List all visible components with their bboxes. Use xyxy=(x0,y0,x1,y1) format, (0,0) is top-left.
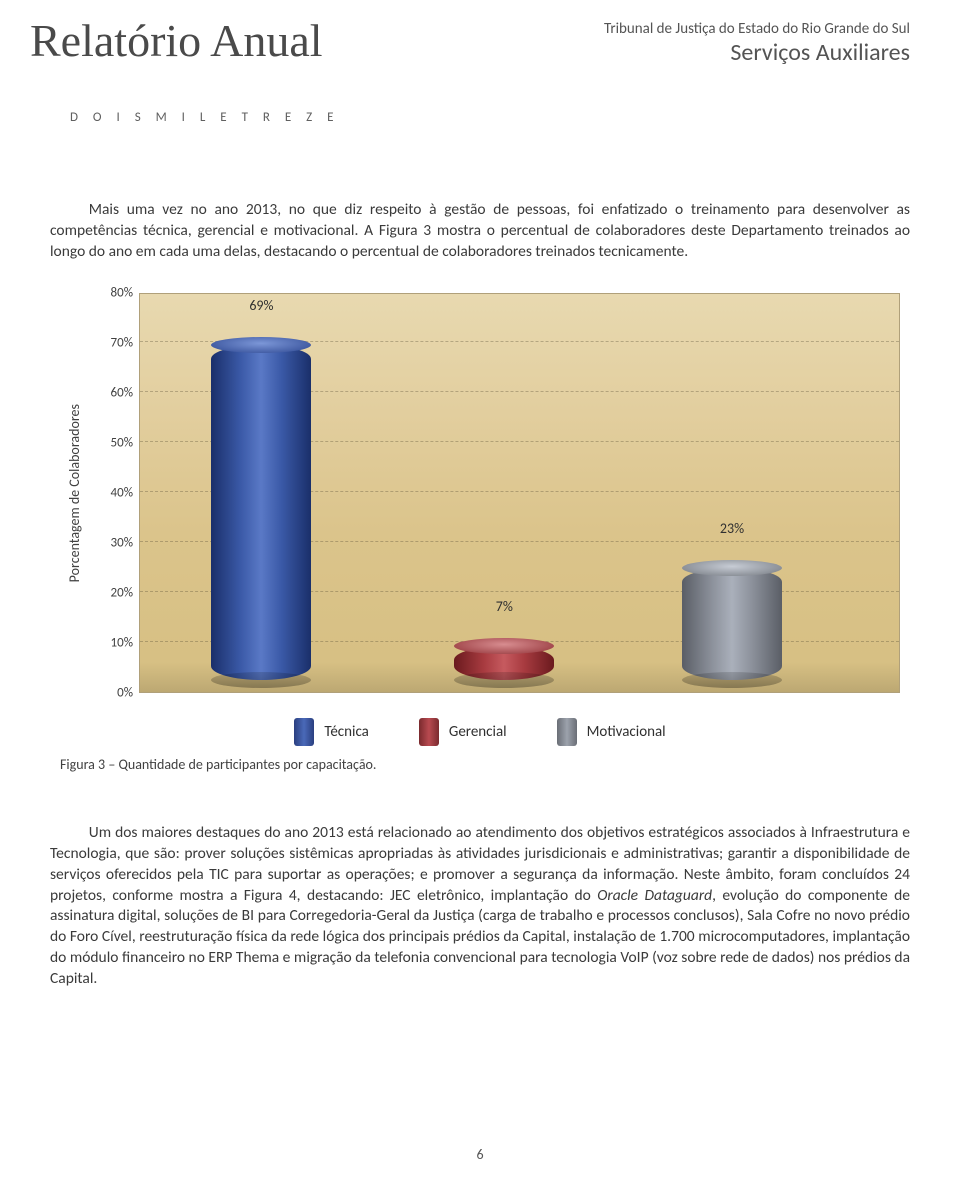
y-tick-label: 80% xyxy=(111,285,133,300)
intro-paragraph: Mais uma vez no ano 2013, no que diz res… xyxy=(50,200,910,263)
legend-label: Motivacional xyxy=(587,723,666,741)
y-tick-label: 40% xyxy=(111,485,133,500)
bar-cylinder xyxy=(454,646,554,680)
y-tick-label: 10% xyxy=(111,635,133,650)
bar-value-label: 23% xyxy=(682,520,782,537)
y-tick-label: 30% xyxy=(111,535,133,550)
dept-name: Serviços Auxiliares xyxy=(604,38,910,67)
page-header: Relatório Anual Tribunal de Justiça do E… xyxy=(0,0,960,140)
header-right: Tribunal de Justiça do Estado do Rio Gra… xyxy=(604,20,910,67)
legend-swatch xyxy=(294,718,314,746)
chart-plot-area: 69% 7% 23% xyxy=(139,293,900,693)
bar-cylinder xyxy=(211,345,311,680)
legend-item-motivacional: Motivacional xyxy=(557,718,666,746)
intro-text: Mais uma vez no ano 2013, no que diz res… xyxy=(50,200,910,263)
bar-value-label: 7% xyxy=(454,598,554,615)
y-tick-label: 60% xyxy=(111,385,133,400)
legend-item-técnica: Técnica xyxy=(294,718,369,746)
legend-label: Técnica xyxy=(324,723,369,741)
page-number: 6 xyxy=(0,1146,960,1163)
y-tick-label: 50% xyxy=(111,435,133,450)
legend-swatch xyxy=(419,718,439,746)
body-paragraph: Um dos maiores destaques do ano 2013 est… xyxy=(50,823,910,990)
legend-swatch xyxy=(557,718,577,746)
figure-3-caption: Figura 3 – Quantidade de participantes p… xyxy=(60,756,900,773)
y-tick-label: 0% xyxy=(117,685,133,700)
chart-figure-3: Porcentagem de Colaboradores 0% 10% 20% 30%… xyxy=(60,293,900,746)
year-words: D O I S M I L E T R E Z E xyxy=(70,110,340,125)
legend-label: Gerencial xyxy=(449,723,507,741)
org-name: Tribunal de Justiça do Estado do Rio Gra… xyxy=(604,20,910,38)
legend-item-gerencial: Gerencial xyxy=(419,718,507,746)
bar-value-label: 69% xyxy=(211,297,311,314)
chart-y-axis-label: Porcentagem de Colaboradores xyxy=(60,404,89,582)
body-text: Um dos maiores destaques do ano 2013 est… xyxy=(50,823,910,990)
chart-y-axis: 0%10%20%30%40%50%60%70%80% xyxy=(89,293,139,693)
y-tick-label: 70% xyxy=(111,335,133,350)
chart-legend: Técnica Gerencial Motivacional xyxy=(60,718,900,746)
y-tick-label: 20% xyxy=(111,585,133,600)
chart-frame: Porcentagem de Colaboradores 0%10%20%30%… xyxy=(60,293,900,693)
bar-cylinder xyxy=(682,568,782,680)
